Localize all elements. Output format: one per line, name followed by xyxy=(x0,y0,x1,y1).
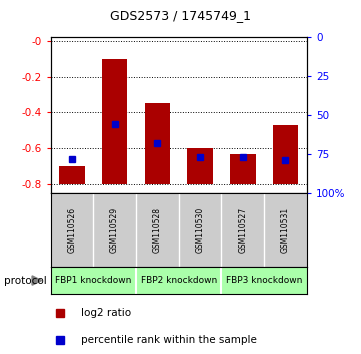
Text: FBP2 knockdown: FBP2 knockdown xyxy=(140,276,217,285)
Text: GSM110527: GSM110527 xyxy=(238,207,247,253)
Text: FBP1 knockdown: FBP1 knockdown xyxy=(55,276,131,285)
Text: GSM110529: GSM110529 xyxy=(110,207,119,253)
Bar xyxy=(187,148,213,184)
Text: GSM110531: GSM110531 xyxy=(281,207,290,253)
Text: log2 ratio: log2 ratio xyxy=(81,308,131,318)
Text: percentile rank within the sample: percentile rank within the sample xyxy=(81,335,256,345)
Text: FBP3 knockdown: FBP3 knockdown xyxy=(226,276,302,285)
Text: GDS2573 / 1745749_1: GDS2573 / 1745749_1 xyxy=(110,9,251,22)
Text: protocol: protocol xyxy=(4,275,46,286)
Text: GSM110526: GSM110526 xyxy=(68,207,77,253)
Text: GSM110530: GSM110530 xyxy=(196,207,205,253)
Bar xyxy=(102,59,127,184)
Text: GSM110528: GSM110528 xyxy=(153,207,162,253)
Bar xyxy=(144,103,170,184)
Bar xyxy=(230,154,256,184)
Bar xyxy=(273,125,298,184)
Bar xyxy=(59,166,85,184)
